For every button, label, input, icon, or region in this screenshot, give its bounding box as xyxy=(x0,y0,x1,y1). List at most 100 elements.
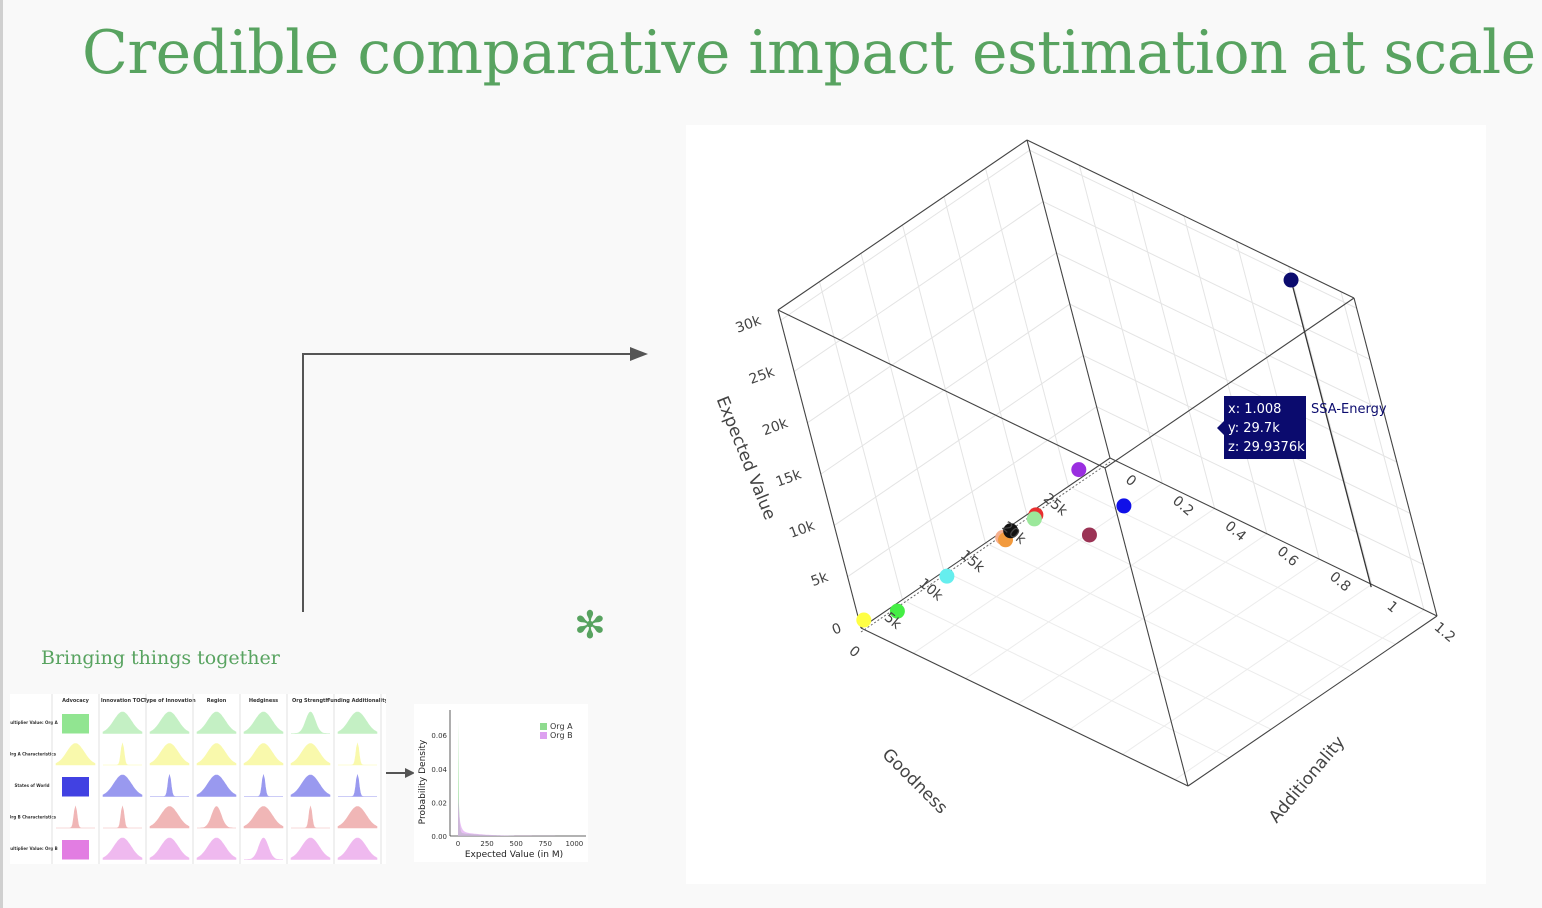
grid-column-header: Region xyxy=(207,698,227,704)
density-x-tick: 0 xyxy=(456,840,460,848)
x-tick-label: 0.8 xyxy=(1326,569,1353,596)
grid-column-header: Org Strength xyxy=(292,698,329,704)
distribution-curve xyxy=(102,837,143,860)
data-point-maroon[interactable] xyxy=(1081,527,1097,543)
data-point-green[interactable] xyxy=(889,603,905,619)
grid-line-y-floor xyxy=(1026,514,1355,674)
y-tick-label: 15k xyxy=(957,547,988,576)
grid-line-x xyxy=(1131,190,1216,509)
legend-swatch xyxy=(540,723,547,730)
distribution-block xyxy=(62,777,89,797)
density-plot: Probability Density Expected Value (in M… xyxy=(414,704,588,862)
section-subtitle: Bringing things together xyxy=(41,647,280,669)
grid-line-y xyxy=(943,196,1028,515)
density-x-tick: 1000 xyxy=(565,840,583,848)
distribution-curve xyxy=(337,837,378,860)
z-tick-label: 30k xyxy=(734,312,765,336)
distribution-curve xyxy=(244,837,283,860)
legend-label: Org B xyxy=(550,731,573,740)
frame-edge xyxy=(1104,467,1189,787)
data-point-purple[interactable] xyxy=(1071,462,1087,478)
grid-row-header: Multiplier Value: Org A xyxy=(10,720,59,725)
grid-row-header: States of World xyxy=(15,783,50,788)
distribution-curve xyxy=(149,837,190,860)
data-point-ssa-energy[interactable] xyxy=(1283,272,1299,288)
data-point-blue[interactable] xyxy=(1116,498,1132,514)
hover-tooltip: x: 1.008 y: 29.7k z: 29.9376k SSA-Energy xyxy=(1217,396,1387,459)
scatter3d-chart[interactable]: 05k10k15k20k25k30k05k10k15k20k25k00.20.4… xyxy=(686,125,1486,884)
distribution-curve xyxy=(55,743,96,766)
distribution-curve xyxy=(337,711,378,734)
tooltip-y: y: 29.7k xyxy=(1228,421,1280,436)
density-y-tick: 0.02 xyxy=(431,799,447,807)
density-x-tick: 500 xyxy=(509,840,522,848)
grid-line-y xyxy=(819,281,903,600)
data-point-black[interactable] xyxy=(1003,523,1019,539)
distribution-curve xyxy=(244,773,283,797)
grid-column-header: Funding Additionality xyxy=(327,698,386,704)
distribution-curve xyxy=(149,806,190,829)
distribution-curve xyxy=(290,774,331,797)
frame-edge xyxy=(1026,139,1355,299)
grid-line-y-floor xyxy=(985,542,1313,702)
grid-line-z xyxy=(847,406,1424,578)
grid-line-y xyxy=(860,253,945,572)
distribution-curve xyxy=(337,806,378,829)
data-point-cyan[interactable] xyxy=(939,568,955,584)
data-point-light-green[interactable] xyxy=(1026,511,1042,527)
axis-labels: 05k10k15k20k25k30k05k10k15k20k25k00.20.4… xyxy=(734,312,1459,661)
frame-edge xyxy=(1187,615,1438,787)
distribution-curve xyxy=(196,711,237,734)
x-axis-title: Additionality xyxy=(1265,732,1349,827)
connector-arrow xyxy=(302,347,648,612)
spike-line xyxy=(1290,279,1372,588)
grid-row-header: Org A Characteristics xyxy=(10,751,57,756)
asterisk-icon: ✻ xyxy=(574,603,606,647)
x-tick-label: 0.2 xyxy=(1169,493,1196,520)
frame-edge xyxy=(860,457,1111,629)
grid-line-y-floor xyxy=(902,599,1230,759)
frame-edge xyxy=(777,139,1028,311)
distribution-curve xyxy=(103,742,142,766)
density-x-tick: 250 xyxy=(480,840,493,848)
distribution-curve xyxy=(196,837,237,860)
grid-line-x-floor xyxy=(1122,583,1372,755)
z-tick-label: 5k xyxy=(809,569,831,590)
legend-label: Org A xyxy=(550,722,573,731)
grid-line-x-floor xyxy=(1174,609,1425,781)
grid-line-z xyxy=(780,149,1357,321)
density-org-b xyxy=(458,797,563,836)
density-x-tick: 750 xyxy=(539,840,552,848)
distribution-curve xyxy=(290,837,331,860)
tooltip-box xyxy=(1224,396,1306,459)
grid-column-header: Innovation TOC xyxy=(101,698,145,704)
frame-edge xyxy=(777,309,1106,469)
distribution-block xyxy=(62,714,89,734)
distribution-curve xyxy=(243,806,284,829)
distribution-curve xyxy=(291,711,330,734)
frame-edge xyxy=(1109,457,1438,617)
distribution-curve xyxy=(150,773,189,797)
z-axis-title: Expected Value xyxy=(712,393,780,522)
data-point-yellow[interactable] xyxy=(856,612,872,628)
grid-row-header: Multiplier Value: Org B xyxy=(10,846,58,851)
density-x-title: Expected Value (in M) xyxy=(465,850,563,860)
distribution-curve xyxy=(103,805,142,829)
tooltip-x: x: 1.008 xyxy=(1228,402,1281,417)
frame-edge xyxy=(1353,297,1438,617)
grid-row-header: Org B Characteristics xyxy=(10,814,57,819)
grid-line-x xyxy=(1183,215,1268,534)
x-tick-label: 0.6 xyxy=(1274,543,1301,570)
distribution-curve xyxy=(149,711,190,734)
grid-column-header: Type of Innovation xyxy=(143,698,196,704)
tooltip-series-name: SSA-Energy xyxy=(1311,402,1387,417)
density-y-tick: 0.04 xyxy=(431,766,447,774)
small-arrow xyxy=(386,768,415,778)
distribution-block xyxy=(62,840,89,860)
density-y-tick: 0.06 xyxy=(431,732,447,740)
frame-edge xyxy=(860,627,1189,787)
points-layer[interactable] xyxy=(856,272,1299,628)
tooltip-pointer xyxy=(1217,421,1224,435)
grid-line-x-floor xyxy=(1017,533,1268,705)
scatter3d-panel[interactable]: 0 5k 10k 15k 20k 25k 30k 0 5k 10k 15k 20k 25k 0 0.2 0.4… xyxy=(686,125,1486,884)
